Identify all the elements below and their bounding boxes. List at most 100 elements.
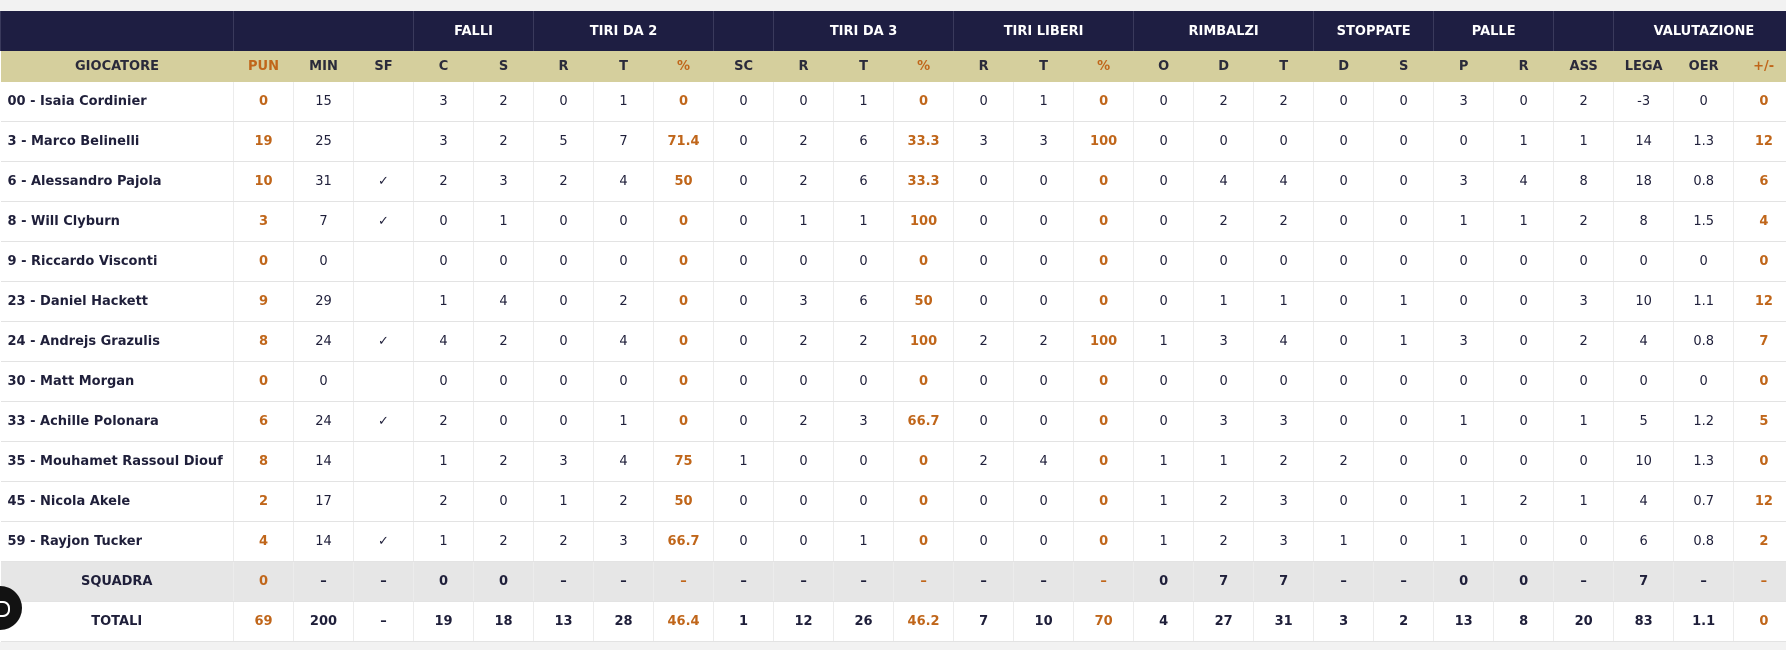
stat-cell: 1 bbox=[413, 521, 474, 562]
stat-cell: 3 bbox=[1553, 281, 1614, 322]
stat-cell: – bbox=[833, 561, 894, 602]
stat-cell: 19 bbox=[413, 601, 474, 642]
stat-cell: 15 bbox=[293, 82, 354, 122]
stat-cell: 12 bbox=[773, 601, 834, 642]
stat-cell: 2 bbox=[953, 321, 1014, 362]
stat-cell: 7 bbox=[1733, 321, 1786, 362]
stat-cell: 0 bbox=[1133, 201, 1194, 242]
stat-cell: 6 bbox=[833, 281, 894, 322]
stat-cell: 0 bbox=[1073, 201, 1134, 242]
column-header: SF bbox=[353, 51, 414, 82]
stat-cell: – bbox=[293, 561, 354, 602]
group-header: TIRI DA 3 bbox=[773, 11, 954, 51]
stat-cell: 0 bbox=[1193, 121, 1254, 162]
stat-cell: 0 bbox=[533, 361, 594, 402]
group-header: PALLE bbox=[1433, 11, 1554, 51]
stat-cell: 3 bbox=[1253, 481, 1314, 522]
stat-cell: 0 bbox=[473, 561, 534, 602]
stat-cell: 0 bbox=[833, 481, 894, 522]
stat-cell: 6 bbox=[833, 161, 894, 202]
stat-cell: 4 bbox=[593, 161, 654, 202]
stat-cell: 50 bbox=[893, 281, 954, 322]
chat-button[interactable] bbox=[0, 586, 22, 630]
box-score: FALLI TIRI DA 2 TIRI DA 3 TIRI LIBERI RI… bbox=[0, 11, 1786, 642]
stat-cell: 2 bbox=[953, 441, 1014, 482]
stat-cell: 0 bbox=[1733, 361, 1786, 402]
stat-cell: 1 bbox=[1133, 521, 1194, 562]
group-header: TIRI LIBERI bbox=[953, 11, 1134, 51]
stat-cell: – bbox=[352, 561, 414, 602]
stat-cell: 0 bbox=[1433, 361, 1494, 402]
stat-cell: 0 bbox=[1313, 121, 1374, 162]
stat-cell: 0 bbox=[1193, 361, 1254, 402]
group-header: STOPPATE bbox=[1313, 11, 1434, 51]
player-row: 9 - Riccardo Visconti 0 0 0 0 0 0 0 0 0 0 0 0 0 0 0 0 0 0 0… bbox=[0, 241, 1786, 282]
stat-cell: 31 bbox=[293, 161, 354, 202]
stat-cell: 0 bbox=[953, 201, 1014, 242]
group-header: VALUTAZIONE bbox=[1613, 11, 1786, 51]
column-header: T bbox=[593, 51, 654, 82]
stat-cell: 17 bbox=[293, 481, 354, 522]
stat-cell: 2 bbox=[1553, 201, 1614, 242]
stat-cell: 10 bbox=[1613, 441, 1674, 482]
stat-cell: 0 bbox=[713, 82, 774, 122]
column-header: R bbox=[1493, 51, 1554, 82]
stat-cell: 1 bbox=[1253, 281, 1314, 322]
stat-cell: – bbox=[893, 561, 954, 602]
stat-cell: 46.4 bbox=[653, 601, 714, 642]
stat-cell: 2 bbox=[473, 321, 534, 362]
stat-cell: 1 bbox=[1193, 281, 1254, 322]
stat-cell: 0 bbox=[1133, 281, 1194, 322]
stat-cell: 0 bbox=[1253, 241, 1314, 282]
player-name: 3 - Marco Belinelli bbox=[0, 121, 234, 162]
stat-cell: 0 bbox=[1553, 361, 1614, 402]
column-header: % bbox=[1073, 51, 1134, 82]
stat-cell: 50 bbox=[653, 481, 714, 522]
stat-cell: ✓ bbox=[352, 321, 414, 362]
stat-cell: 33.3 bbox=[893, 121, 954, 162]
stat-cell: – bbox=[1313, 561, 1374, 602]
column-header: T bbox=[833, 51, 894, 82]
stat-cell: 1 bbox=[1373, 321, 1434, 362]
stat-cell: – bbox=[533, 561, 594, 602]
player-row: 6 - Alessandro Pajola 10 31 ✓ 2 3 2 4 50 0 2 6 33.3 0… bbox=[0, 161, 1786, 202]
column-header: MIN bbox=[293, 51, 354, 82]
stat-cell bbox=[352, 121, 414, 162]
player-row: 45 - Nicola Akele 2 17 2 0 1 2 50 0 0 0 0 0 0 0 1 2 3 0 0 1 2… bbox=[0, 481, 1786, 522]
stat-cell: 2 bbox=[1193, 481, 1254, 522]
stat-cell: 0 bbox=[233, 82, 294, 122]
stat-cell: 1 bbox=[713, 601, 774, 642]
stat-cell: 0 bbox=[833, 361, 894, 402]
stat-cell: 1 bbox=[1133, 321, 1194, 362]
stat-cell: 0 bbox=[1373, 521, 1434, 562]
stat-cell: 0 bbox=[1553, 521, 1614, 562]
stat-cell: 14 bbox=[293, 521, 354, 562]
stat-cell: 12 bbox=[1733, 481, 1786, 522]
stat-cell: 14 bbox=[293, 441, 354, 482]
stat-cell: 0 bbox=[893, 361, 954, 402]
stat-cell: – bbox=[593, 561, 654, 602]
stat-cell: 0 bbox=[1493, 361, 1554, 402]
group-header bbox=[0, 11, 234, 51]
stat-cell: 0 bbox=[1733, 601, 1786, 642]
stat-cell: 27 bbox=[1193, 601, 1254, 642]
stat-cell bbox=[352, 281, 414, 322]
stat-cell: 7 bbox=[953, 601, 1014, 642]
stat-cell: 0 bbox=[953, 161, 1014, 202]
stat-cell: 3 bbox=[1193, 321, 1254, 362]
stat-cell: 1 bbox=[593, 82, 654, 122]
stat-cell: 0 bbox=[1673, 82, 1734, 122]
stat-cell: 3 bbox=[953, 121, 1014, 162]
stat-cell: 1 bbox=[1493, 201, 1554, 242]
stat-cell: 2 bbox=[473, 521, 534, 562]
stat-cell: 46.2 bbox=[893, 601, 954, 642]
stat-cell: 0 bbox=[1313, 161, 1374, 202]
stat-cell: 0 bbox=[413, 361, 474, 402]
stat-cell: 3 bbox=[413, 82, 474, 122]
stat-cell: 0 bbox=[1253, 121, 1314, 162]
player-name: 6 - Alessandro Pajola bbox=[0, 161, 234, 202]
stat-cell: 0 bbox=[893, 82, 954, 122]
stat-cell: 0 bbox=[1673, 241, 1734, 282]
stat-cell: 2 bbox=[833, 321, 894, 362]
player-name: 8 - Will Clyburn bbox=[0, 201, 234, 242]
